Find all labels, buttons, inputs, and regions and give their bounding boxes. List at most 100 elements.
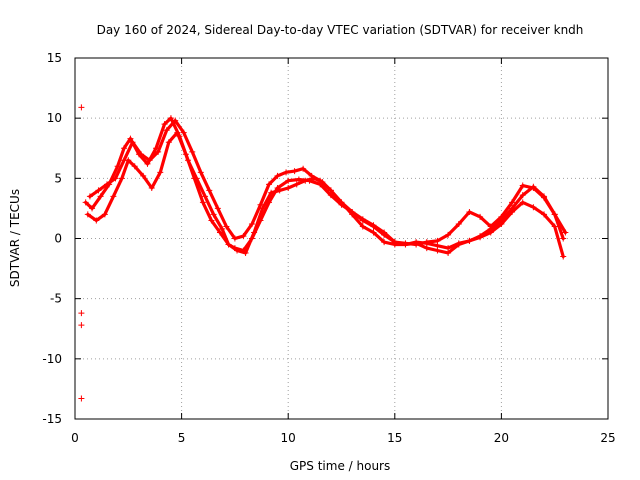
- data-point: [541, 194, 548, 201]
- data-point: [477, 213, 484, 220]
- data-point: [82, 199, 89, 206]
- data-point: [445, 231, 452, 238]
- data-point: [225, 241, 232, 248]
- data-point: [283, 169, 290, 176]
- data-point: [84, 211, 91, 218]
- data-point: [231, 235, 238, 242]
- data-point: [121, 157, 128, 164]
- data-point: [146, 157, 153, 164]
- data-point: [530, 204, 537, 211]
- outlier-point: [78, 395, 85, 402]
- data-point: [274, 172, 281, 179]
- data-point: [161, 121, 168, 128]
- series-track-c: [86, 117, 569, 248]
- x-tick-label: 5: [178, 431, 186, 445]
- data-point: [391, 239, 398, 246]
- data-point: [445, 249, 452, 256]
- data-point: [477, 234, 484, 241]
- data-point: [103, 181, 110, 188]
- y-tick-label: 15: [47, 51, 62, 65]
- data-point: [434, 247, 441, 254]
- x-axis-label: GPS time / hours: [290, 459, 391, 473]
- data-point: [118, 175, 125, 182]
- data-point: [189, 148, 196, 155]
- data-point: [216, 229, 223, 236]
- data-point: [121, 145, 128, 152]
- data-point: [295, 176, 302, 183]
- data-point: [359, 217, 366, 224]
- chart-title: Day 160 of 2024, Sidereal Day-to-day VTE…: [97, 23, 584, 37]
- data-point: [234, 247, 241, 254]
- data-point: [551, 211, 558, 218]
- data-point: [191, 175, 198, 182]
- y-tick-label: -15: [42, 412, 62, 426]
- data-point: [498, 213, 505, 220]
- data-point: [541, 211, 548, 218]
- data-point: [163, 127, 170, 134]
- data-point: [208, 217, 215, 224]
- data-point: [560, 235, 567, 242]
- data-point: [509, 209, 516, 216]
- data-point: [327, 187, 334, 194]
- data-point: [131, 163, 138, 170]
- data-point: [110, 193, 117, 200]
- data-point: [95, 187, 102, 194]
- x-tick-label: 0: [71, 431, 79, 445]
- data-point: [293, 181, 300, 188]
- data-point: [423, 239, 430, 246]
- data-point: [509, 199, 516, 206]
- data-point: [455, 241, 462, 248]
- data-point: [93, 217, 100, 224]
- data-point: [551, 223, 558, 230]
- data-point: [487, 223, 494, 230]
- data-point: [206, 187, 213, 194]
- data-point: [101, 211, 108, 218]
- data-point: [197, 169, 204, 176]
- data-point: [180, 129, 187, 136]
- outlier-point: [78, 310, 85, 317]
- data-point: [86, 193, 93, 200]
- data-point: [165, 139, 172, 146]
- data-point: [413, 241, 420, 248]
- data-point: [519, 199, 526, 206]
- y-tick-label: 0: [54, 232, 62, 246]
- data-point: [381, 239, 388, 246]
- data-point: [370, 223, 377, 230]
- data-point: [291, 168, 298, 175]
- data-point: [97, 193, 104, 200]
- data-point: [219, 225, 226, 232]
- data-point: [240, 233, 247, 240]
- data-point: [455, 221, 462, 228]
- y-axis-label: SDTVAR / TECUs: [8, 189, 22, 287]
- data-point: [560, 253, 567, 260]
- data-point: [466, 209, 473, 216]
- data-point: [519, 182, 526, 189]
- data-point: [266, 181, 273, 188]
- data-point: [498, 221, 505, 228]
- data-point: [302, 177, 309, 184]
- data-point: [562, 229, 569, 236]
- data-point: [370, 229, 377, 236]
- data-point: [487, 229, 494, 236]
- series-line: [86, 131, 565, 259]
- data-point: [157, 169, 164, 176]
- y-tick-label: -10: [42, 352, 62, 366]
- y-tick-label: 10: [47, 111, 62, 125]
- axis-ticks: [74, 57, 609, 420]
- data-point: [402, 240, 409, 247]
- data-point: [285, 184, 292, 191]
- data-point: [140, 172, 147, 179]
- outlier-point: [78, 322, 85, 329]
- data-point: [359, 223, 366, 230]
- data-point: [423, 245, 430, 252]
- data-point: [276, 187, 283, 194]
- data-point: [434, 237, 441, 244]
- series-track-b: [84, 129, 567, 260]
- data-point: [138, 151, 145, 158]
- data-point: [466, 237, 473, 244]
- x-tick-label: 15: [387, 431, 402, 445]
- series-group: [82, 115, 569, 260]
- data-point: [129, 139, 136, 146]
- data-point: [338, 199, 345, 206]
